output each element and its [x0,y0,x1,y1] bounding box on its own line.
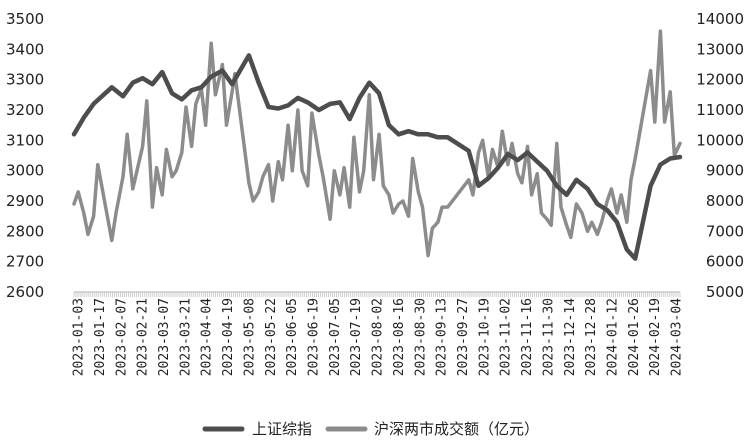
left-y-tick-label: 3400 [6,40,44,58]
x-tick-label: 2023-08-30 [413,298,428,376]
x-tick-label: 2023-01-17 [93,298,108,376]
x-tick-label: 2023-12-28 [584,298,599,376]
right-y-tick-label: 8000 [706,192,744,210]
x-tick-label: 2023-08-02 [371,298,386,376]
left-y-tick-label: 3500 [6,10,44,28]
x-tick-label: 2023-08-16 [392,298,407,376]
x-tick-label: 2024-01-26 [627,298,642,376]
right-y-tick-label: 7000 [706,222,744,240]
right-y-tick-label: 5000 [706,283,744,301]
series-line-shanghai-index [71,53,683,261]
legend-label-shanghai-index: 上证综指 [252,420,312,438]
left-y-tick-label: 2900 [6,192,44,210]
series-layer [71,29,683,261]
right-y-tick-label: 11000 [696,101,744,119]
x-tick-label: 2024-02-19 [648,298,663,376]
series-line-turnover [72,29,682,258]
x-tick-label: 2023-09-13 [435,298,450,376]
x-tick-label: 2023-07-19 [349,298,364,376]
x-tick-label: 2023-06-19 [306,298,321,376]
right-y-tick-label: 14000 [696,10,744,28]
right-y-axis-ticks: 5000 6000 7000 8000 9000 10000 11000 12000 13000… [696,10,744,301]
x-tick-label: 2023-11-02 [499,298,514,376]
x-tick-label: 2023-03-21 [178,298,193,376]
right-y-tick-label: 6000 [706,253,744,271]
x-tick-label: 2023-09-27 [456,298,471,376]
x-tick-label: 2023-12-14 [563,298,578,376]
right-y-tick-label: 13000 [696,40,744,58]
x-tick-label: 2023-11-30 [541,298,556,376]
x-axis-ticks [73,292,681,297]
x-tick-label: 2023-05-22 [264,298,279,376]
x-tick-label: 2023-02-21 [136,298,151,376]
x-tick-label: 2023-07-05 [328,298,343,376]
x-tick-label: 2023-11-16 [520,298,535,376]
x-tick-label: 2023-02-07 [114,298,129,376]
right-y-tick-label: 12000 [696,71,744,89]
left-y-tick-label: 2700 [6,253,44,271]
x-tick-label: 2024-01-12 [605,298,620,376]
x-tick-label: 2023-03-07 [157,298,172,376]
left-y-tick-label: 3000 [6,162,44,180]
x-tick-label: 2023-04-19 [221,298,236,376]
left-y-tick-label: 3200 [6,101,44,119]
right-y-tick-label: 10000 [696,131,744,149]
left-y-axis-ticks: 2600 2700 2800 2900 3000 3100 3200 3300 3400 3500 [6,10,44,301]
x-axis-tick-labels: 2023-01-03 2023-01-17 2023-02-07 2023-02-21… [72,298,685,376]
legend: 上证综指 沪深两市成交额（亿元） [202,420,539,438]
x-tick-label: 2023-04-04 [200,298,215,376]
x-tick-label: 2024-03-04 [670,298,685,376]
left-y-tick-label: 2800 [6,222,44,240]
left-y-tick-label: 3100 [6,131,44,149]
x-tick-label: 2023-06-05 [285,298,300,376]
x-tick-label: 2023-10-19 [477,298,492,376]
left-y-tick-label: 3300 [6,71,44,89]
x-tick-label: 2023-01-03 [72,298,87,376]
left-y-tick-label: 2600 [6,283,44,301]
x-tick-label: 2023-05-08 [242,298,257,376]
legend-label-turnover: 沪深两市成交额（亿元） [374,420,539,438]
right-y-tick-label: 9000 [706,162,744,180]
